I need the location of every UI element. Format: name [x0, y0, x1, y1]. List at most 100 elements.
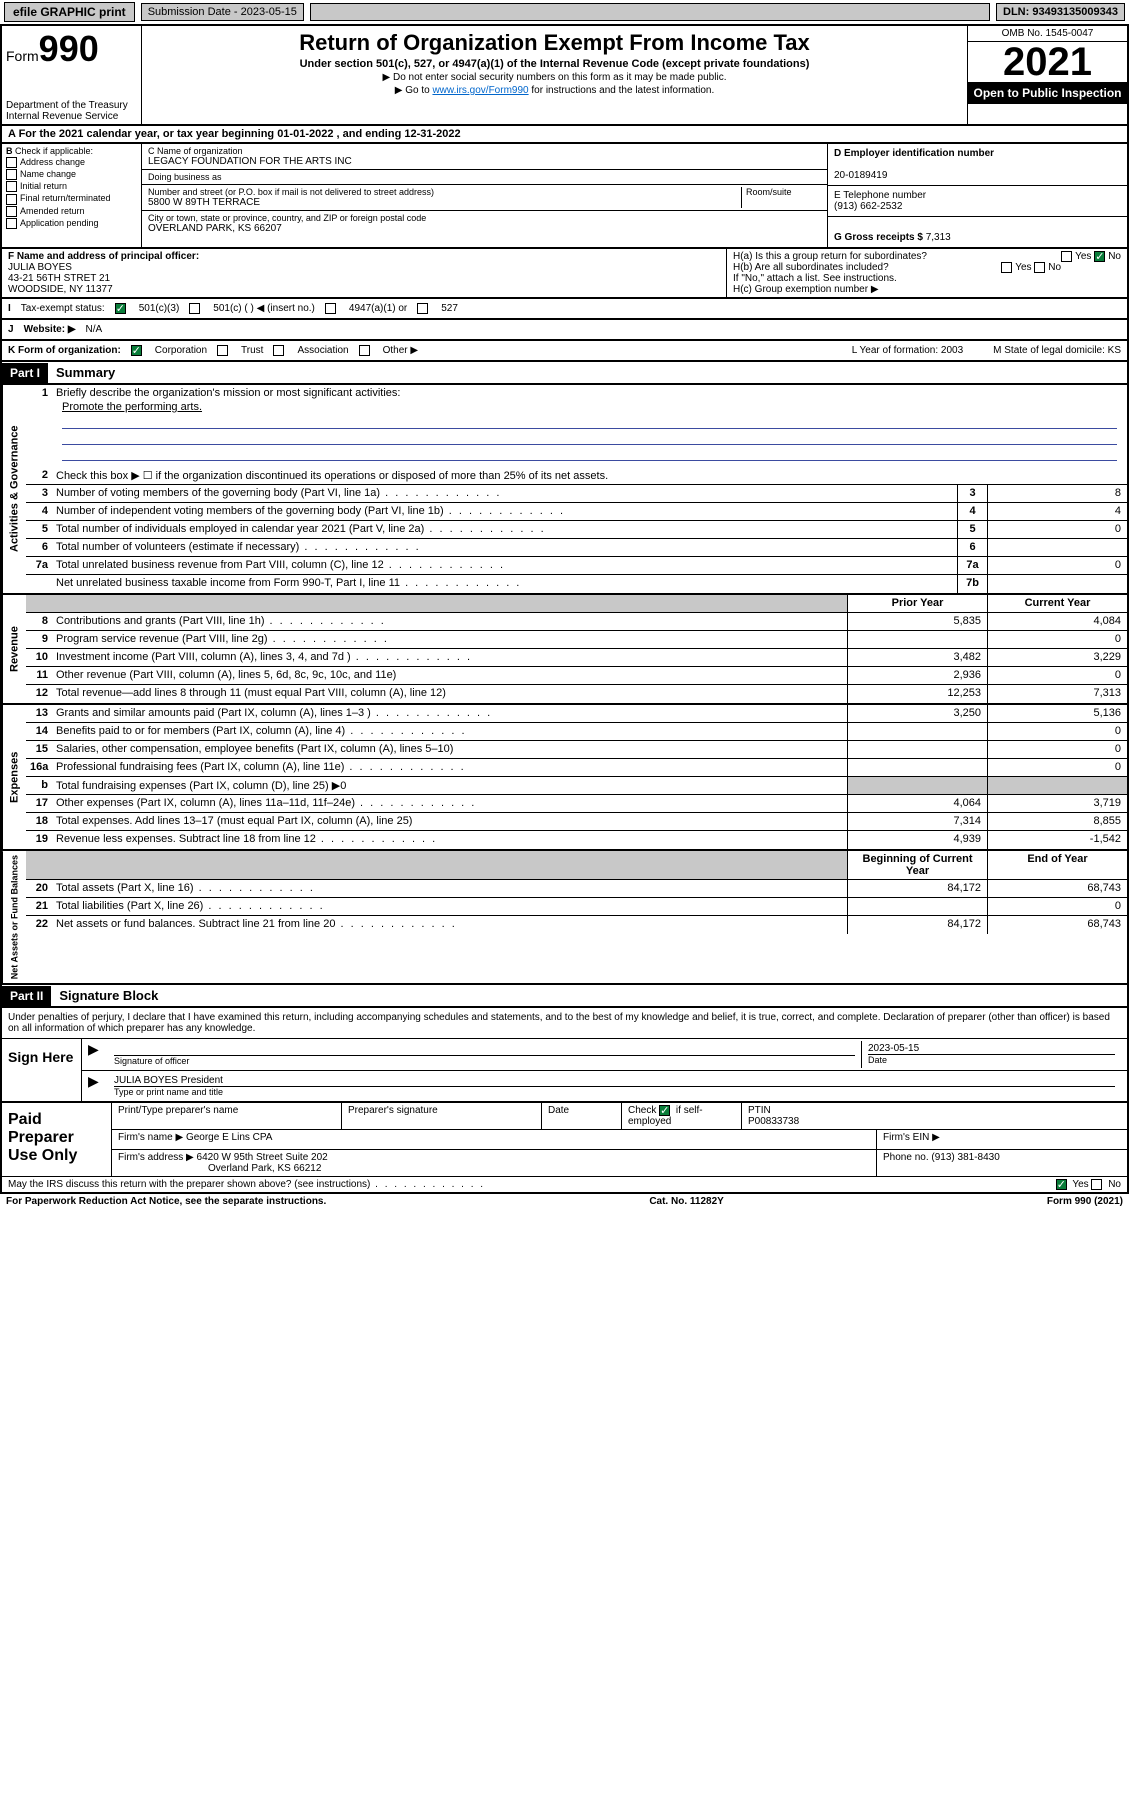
chk-final[interactable]: Final return/terminated — [6, 193, 137, 204]
c13: 5,136 — [987, 705, 1127, 722]
open-inspection-box: Open to Public Inspection — [968, 82, 1127, 104]
org-name-label: C Name of organization — [148, 146, 821, 156]
chk-527[interactable] — [417, 303, 428, 314]
sect-expenses: Expenses 13Grants and similar amounts pa… — [0, 705, 1129, 851]
chk-name[interactable]: Name change — [6, 169, 137, 180]
firm-name-value: George E Lins CPA — [186, 1132, 273, 1143]
top-bar: efile GRAPHIC print Submission Date - 20… — [0, 0, 1129, 26]
part1-badge: Part I — [2, 363, 48, 383]
phone-row: E Telephone number (913) 662-2532 — [828, 186, 1127, 217]
uline — [62, 415, 1117, 429]
p18: 7,314 — [847, 813, 987, 830]
sig-date-label: Date — [868, 1054, 1115, 1065]
note2-pre: ▶ Go to — [395, 85, 433, 96]
q1-text: Briefly describe the organization's miss… — [56, 387, 400, 399]
row-i-status: I Tax-exempt status: 501(c)(3) 501(c) ( … — [0, 299, 1129, 320]
chk-corp[interactable] — [131, 345, 142, 356]
p13: 3,250 — [847, 705, 987, 722]
paid-preparer-grid: Paid Preparer Use Only Print/Type prepar… — [2, 1101, 1127, 1176]
firm-addr-cell: Firm's address ▶ 6420 W 95th Street Suit… — [112, 1150, 877, 1176]
year-formation: L Year of formation: 2003 — [852, 345, 963, 356]
submission-date-box: Submission Date - 2023-05-15 — [141, 3, 304, 21]
website-label: Website: ▶ — [24, 324, 76, 335]
b20: 84,172 — [847, 880, 987, 897]
city-label: City or town, state or province, country… — [148, 213, 821, 223]
header-left: Form990 Department of the Treasury Inter… — [2, 26, 142, 124]
c18: 8,855 — [987, 813, 1127, 830]
p16a — [847, 759, 987, 776]
p12: 12,253 — [847, 685, 987, 703]
sect-revenue: Revenue Prior YearCurrent Year 8Contribu… — [0, 595, 1129, 705]
prep-name-label: Print/Type preparer's name — [112, 1103, 342, 1129]
v3: 8 — [987, 485, 1127, 502]
p10: 3,482 — [847, 649, 987, 666]
row-fh: F Name and address of principal officer:… — [0, 249, 1129, 299]
row-a-text: A For the 2021 calendar year, or tax yea… — [8, 128, 461, 140]
addr-value: 5800 W 89TH TERRACE — [148, 197, 741, 208]
addr-label: Number and street (or P.O. box if mail i… — [148, 187, 741, 197]
irs-link[interactable]: www.irs.gov/Form990 — [432, 85, 528, 96]
phone-label: E Telephone number — [834, 190, 926, 201]
chk-501c3[interactable] — [115, 303, 126, 314]
q16a: Professional fundraising fees (Part IX, … — [52, 759, 847, 776]
chk-amended[interactable]: Amended return — [6, 206, 137, 217]
chk-4947[interactable] — [325, 303, 336, 314]
p17: 4,064 — [847, 795, 987, 812]
sig-officer-label: Signature of officer — [114, 1055, 855, 1066]
row-klm: K Form of organization: Corporation Trus… — [0, 341, 1129, 362]
ein-row: D Employer identification number 20-0189… — [828, 144, 1127, 186]
col-current: Current Year — [987, 595, 1127, 612]
chk-trust[interactable] — [217, 345, 228, 356]
firm-addr2: Overland Park, KS 66212 — [208, 1163, 321, 1174]
form-num-big: 990 — [39, 28, 99, 69]
q14: Benefits paid to or for members (Part IX… — [52, 723, 847, 740]
firm-name-label: Firm's name ▶ — [118, 1132, 183, 1143]
q15: Salaries, other compensation, employee b… — [52, 741, 847, 758]
signature-block: Under penalties of perjury, I declare th… — [0, 1008, 1129, 1194]
efile-button[interactable]: efile GRAPHIC print — [4, 2, 135, 22]
firm-addr-label: Firm's address ▶ — [118, 1152, 194, 1163]
dln-box: DLN: 93493135009343 — [996, 3, 1125, 21]
e21: 0 — [987, 898, 1127, 915]
form-subtitle: Under section 501(c), 527, or 4947(a)(1)… — [146, 58, 963, 70]
ha-text: H(a) Is this a group return for subordin… — [733, 251, 927, 262]
firm-addr1: 6420 W 95th Street Suite 202 — [197, 1152, 328, 1163]
chk-address[interactable]: Address change — [6, 157, 137, 168]
ptin-value: P00833738 — [748, 1116, 799, 1127]
chk-discuss-no[interactable] — [1091, 1179, 1102, 1190]
addr-row: Number and street (or P.O. box if mail i… — [142, 185, 827, 211]
gross-label: G Gross receipts $ — [834, 232, 923, 243]
firm-phone-label: Phone no. — [883, 1152, 929, 1163]
b22: 84,172 — [847, 916, 987, 934]
part2-title: Signature Block — [51, 985, 166, 1006]
city-row: City or town, state or province, country… — [142, 211, 827, 236]
tax-year: 2021 — [968, 42, 1127, 82]
note-link: ▶ Go to www.irs.gov/Form990 for instruct… — [146, 85, 963, 96]
c11: 0 — [987, 667, 1127, 684]
mission-text: Promote the performing arts. — [62, 401, 1117, 413]
sig-date-value: 2023-05-15 — [868, 1043, 1115, 1054]
chk-self-employed[interactable] — [659, 1105, 670, 1116]
ptin-cell: PTIN P00833738 — [742, 1103, 1127, 1129]
chk-other[interactable] — [359, 345, 370, 356]
chk-assoc[interactable] — [273, 345, 284, 356]
q19: Revenue less expenses. Subtract line 18 … — [52, 831, 847, 849]
v6 — [987, 539, 1127, 556]
chk-501c[interactable] — [189, 303, 200, 314]
hb-row: H(b) Are all subordinates included? Yes … — [733, 262, 1121, 273]
vtab-revenue: Revenue — [2, 595, 26, 703]
may-discuss-row: May the IRS discuss this return with the… — [2, 1176, 1127, 1192]
firm-name-cell: Firm's name ▶ George E Lins CPA — [112, 1130, 877, 1149]
chk-discuss-yes[interactable] — [1056, 1179, 1067, 1190]
ein-label: D Employer identification number — [834, 148, 994, 159]
col-b-checks: B Check if applicable: Address change Na… — [2, 144, 142, 247]
tax-status-label: Tax-exempt status: — [21, 303, 105, 314]
arrow-icon: ▶ — [88, 1073, 108, 1099]
chk-initial[interactable]: Initial return — [6, 181, 137, 192]
chk-app-pending[interactable]: Application pending — [6, 218, 137, 229]
c16b-shaded — [987, 777, 1127, 794]
c14: 0 — [987, 723, 1127, 740]
q9: Program service revenue (Part VIII, line… — [52, 631, 847, 648]
p8: 5,835 — [847, 613, 987, 630]
footer-form: Form 990 (2021) — [1047, 1196, 1123, 1207]
